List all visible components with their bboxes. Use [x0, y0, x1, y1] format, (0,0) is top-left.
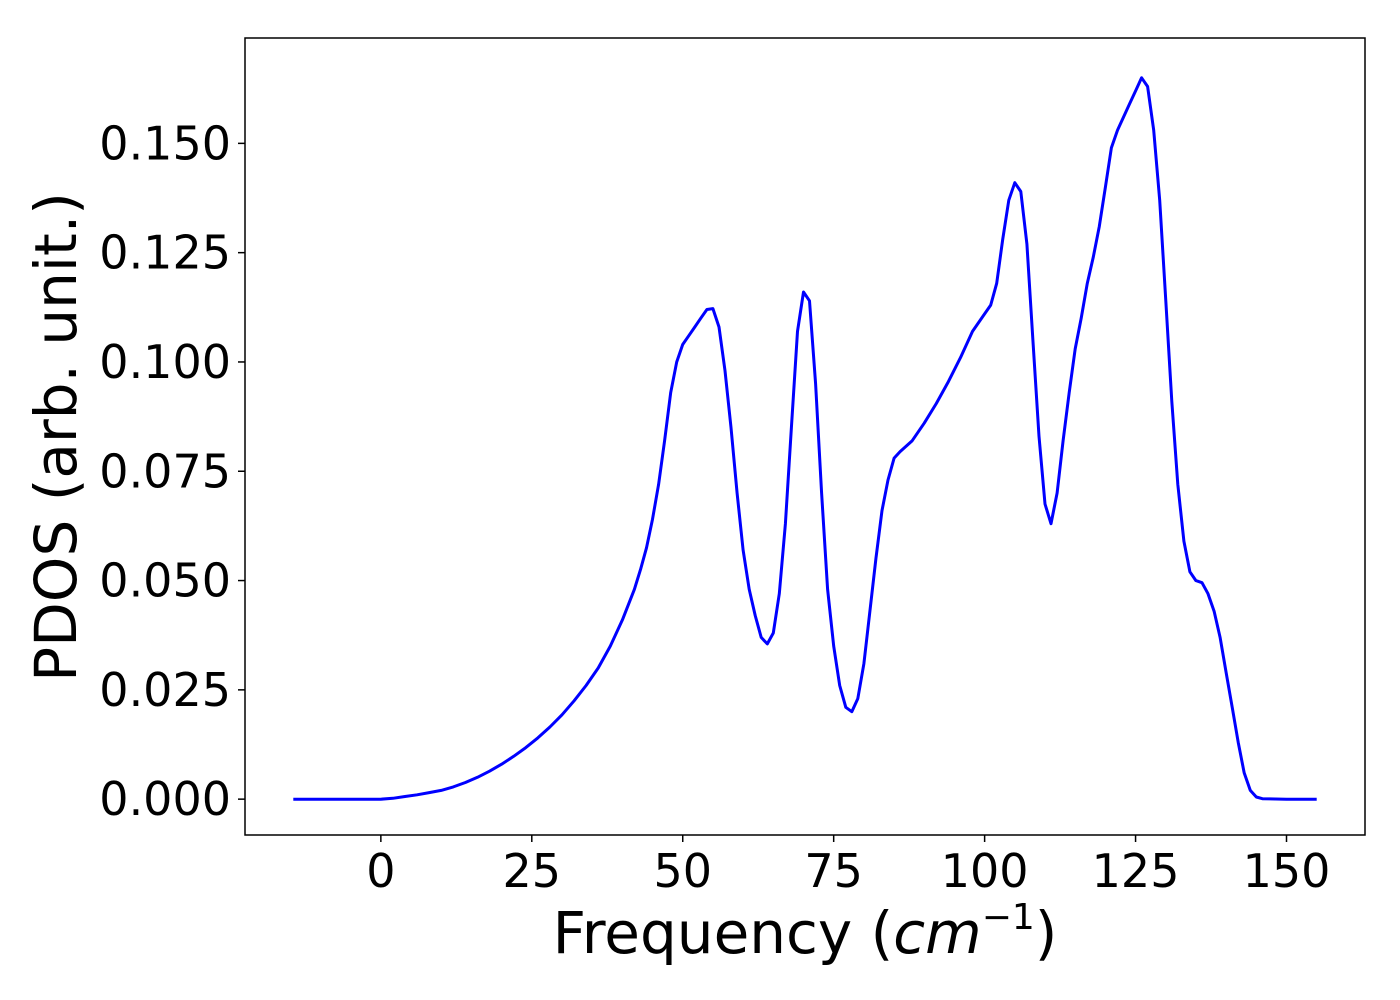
plot-area	[244, 37, 1366, 836]
x-tick-label: 0	[366, 844, 395, 898]
y-tick-label: 0.100	[99, 335, 231, 389]
x-tick-label: 100	[941, 844, 1029, 898]
x-tick-label: 150	[1243, 844, 1331, 898]
x-axis-label: Frequency (cm−1)	[553, 897, 1058, 967]
x-axis: 0 25 50 75 100 125 150	[366, 835, 1330, 898]
x-tick-label: 125	[1092, 844, 1180, 898]
x-tick-label: 25	[503, 844, 562, 898]
y-tick-label: 0.000	[99, 772, 231, 826]
y-tick-label: 0.025	[99, 663, 231, 717]
y-axis-label: PDOS (arb. unit.)	[22, 192, 90, 682]
pdos-line	[293, 76, 1317, 801]
y-tick-label: 0.125	[99, 226, 231, 280]
y-tick-label: 0.150	[99, 116, 231, 170]
y-tick-label: 0.075	[99, 444, 231, 498]
x-tick-label: 75	[804, 844, 863, 898]
y-tick-label: 0.050	[99, 554, 231, 608]
x-tick-label: 50	[653, 844, 712, 898]
y-axis: 0.000 0.025 0.050 0.075 0.100 0.125 0.150	[99, 116, 245, 826]
